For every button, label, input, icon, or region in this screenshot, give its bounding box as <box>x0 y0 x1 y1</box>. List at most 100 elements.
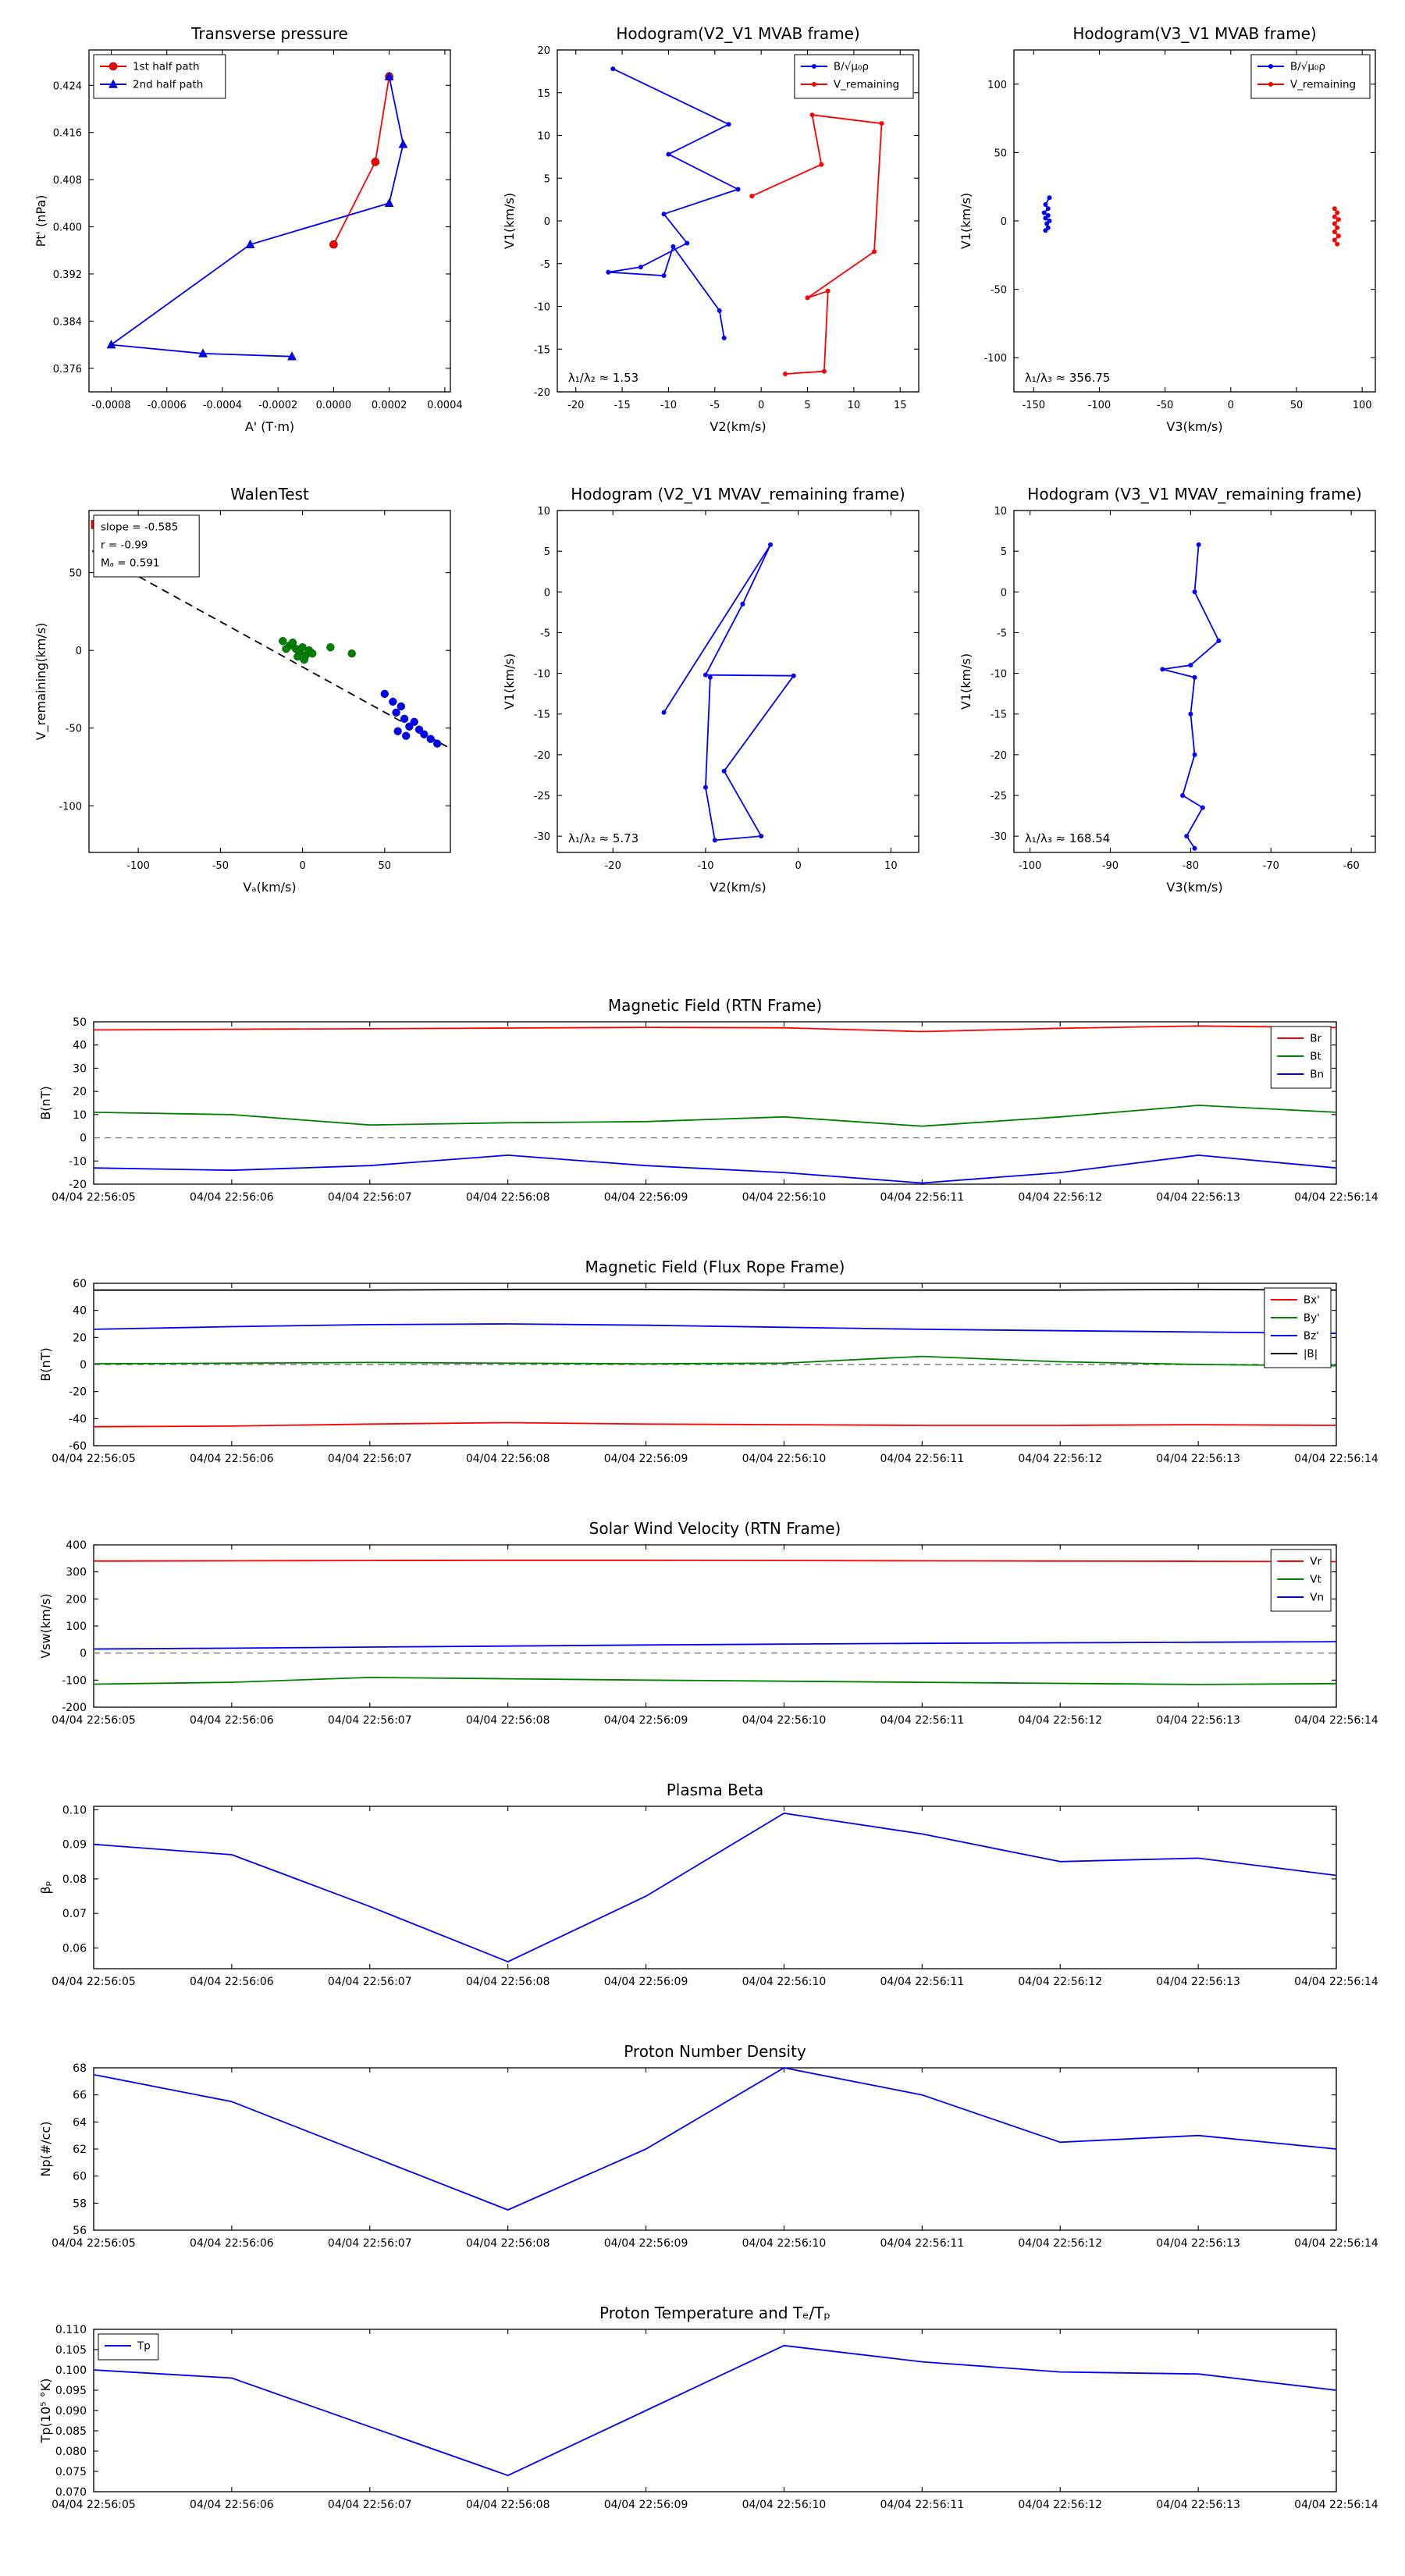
svg-text:-10: -10 <box>534 302 550 314</box>
svg-text:04/04 22:56:10: 04/04 22:56:10 <box>742 1976 827 1988</box>
chart-svg: 04/04 22:56:05 04/04 22:56:06 04/04 22:56:… <box>38 996 1378 1204</box>
transverse-pressure-plot: -0.0008 -0.0006 -0.0004 -0.0002 0.0000 0.0002… <box>23 16 464 453</box>
svg-text:60: 60 <box>73 2171 87 2183</box>
svg-text:Magnetic Field (Flux Rope Fram: Magnetic Field (Flux Rope Frame) <box>585 1258 845 1276</box>
svg-text:0.090: 0.090 <box>55 2405 87 2418</box>
svg-text:-10: -10 <box>69 1155 87 1168</box>
svg-text:04/04 22:56:14: 04/04 22:56:14 <box>1294 2237 1378 2250</box>
svg-text:0.400: 0.400 <box>53 222 82 234</box>
svg-text:-20: -20 <box>991 750 1007 762</box>
svg-text:-30: -30 <box>534 831 550 843</box>
svg-text:Proton Temperature and Tₑ/Tₚ: Proton Temperature and Tₑ/Tₚ <box>599 2304 831 2322</box>
svg-text:V2(km/s): V2(km/s) <box>710 880 766 895</box>
svg-text:04/04 22:56:14: 04/04 22:56:14 <box>1294 1976 1378 1988</box>
svg-text:04/04 22:56:14: 04/04 22:56:14 <box>1294 1453 1378 1465</box>
svg-text:15: 15 <box>537 88 550 100</box>
svg-text:0.100: 0.100 <box>55 2364 87 2377</box>
svg-text:λ₁/λ₃ ≈ 356.75: λ₁/λ₃ ≈ 356.75 <box>1025 371 1110 385</box>
chart-svg: -20 -10 0 10 -30 -25 -20 -15 -10 -5 0 5 10 Hodogram (… <box>502 485 919 895</box>
svg-text:200: 200 <box>66 1593 87 1606</box>
hodogram-v2v1-mvav-plot: -20 -10 0 10 -30 -25 -20 -15 -10 -5 0 5 10 Hodogram (… <box>492 476 933 913</box>
svg-text:-100: -100 <box>62 1674 87 1687</box>
svg-text:04/04 22:56:06: 04/04 22:56:06 <box>190 2499 274 2511</box>
svg-text:0.110: 0.110 <box>55 2324 87 2336</box>
svg-text:Solar Wind Velocity (RTN Frame: Solar Wind Velocity (RTN Frame) <box>589 1519 841 1538</box>
svg-text:Hodogram (V2_V1 MVAV_remaining: Hodogram (V2_V1 MVAV_remaining frame) <box>571 485 905 503</box>
svg-text:100: 100 <box>987 80 1007 91</box>
svg-text:66: 66 <box>73 2090 87 2102</box>
svg-text:10: 10 <box>73 1109 87 1122</box>
proton-temperature-plot: 04/04 22:56:05 04/04 22:56:06 04/04 22:56:… <box>31 2295 1382 2529</box>
svg-text:0.070: 0.070 <box>55 2486 87 2499</box>
proton-density-plot: 04/04 22:56:05 04/04 22:56:06 04/04 22:56:… <box>31 2033 1382 2268</box>
chart-svg: 04/04 22:56:05 04/04 22:56:06 04/04 22:56:… <box>38 1258 1378 1465</box>
svg-text:50: 50 <box>1290 400 1304 411</box>
svg-text:Proton Number Density: Proton Number Density <box>624 2042 806 2061</box>
svg-text:0.0004: 0.0004 <box>427 400 463 411</box>
svg-text:50: 50 <box>994 148 1007 159</box>
svg-text:0: 0 <box>1228 400 1234 411</box>
svg-text:0.416: 0.416 <box>53 128 82 140</box>
svg-text:-30: -30 <box>991 831 1007 843</box>
svg-text:-15: -15 <box>534 344 550 356</box>
svg-text:5: 5 <box>1001 546 1007 558</box>
svg-text:λ₁/λ₂ ≈ 1.53: λ₁/λ₂ ≈ 1.53 <box>568 371 638 385</box>
svg-text:V3(km/s): V3(km/s) <box>1166 880 1222 895</box>
svg-text:0.384: 0.384 <box>53 316 82 328</box>
svg-text:-0.0006: -0.0006 <box>148 400 187 411</box>
chart-svg: -100 -90 -80 -70 -60 -30 -25 -20 -15 -10 -5 0 5 10 Hod… <box>959 485 1376 895</box>
svg-text:2nd half path: 2nd half path <box>133 79 203 91</box>
svg-text:50: 50 <box>73 1016 87 1029</box>
svg-text:-20: -20 <box>534 387 550 399</box>
svg-text:Br: Br <box>1310 1033 1321 1045</box>
svg-text:04/04 22:56:09: 04/04 22:56:09 <box>604 2499 688 2511</box>
svg-text:-5: -5 <box>540 259 550 271</box>
svg-text:-10: -10 <box>991 669 1007 681</box>
svg-text:-90: -90 <box>1102 860 1119 872</box>
svg-text:04/04 22:56:11: 04/04 22:56:11 <box>880 1191 964 1204</box>
svg-text:04/04 22:56:09: 04/04 22:56:09 <box>604 2237 688 2250</box>
svg-text:λ₁/λ₃ ≈ 168.54: λ₁/λ₃ ≈ 168.54 <box>1025 831 1110 845</box>
svg-text:04/04 22:56:12: 04/04 22:56:12 <box>1018 2499 1102 2511</box>
svg-text:64: 64 <box>73 2116 87 2129</box>
svg-text:100: 100 <box>66 1621 87 1633</box>
svg-text:V3(km/s): V3(km/s) <box>1166 419 1222 434</box>
svg-text:04/04 22:56:13: 04/04 22:56:13 <box>1156 1191 1240 1204</box>
svg-text:-10: -10 <box>534 669 550 681</box>
svg-text:Vₐ(km/s): Vₐ(km/s) <box>243 880 296 895</box>
svg-text:-0.0002: -0.0002 <box>258 400 297 411</box>
svg-text:15: 15 <box>894 400 907 411</box>
svg-text:04/04 22:56:05: 04/04 22:56:05 <box>52 2499 136 2511</box>
svg-text:10: 10 <box>994 506 1007 518</box>
svg-text:-50: -50 <box>212 860 229 872</box>
svg-text:-20: -20 <box>69 1179 87 1191</box>
chart-svg: -0.0008 -0.0006 -0.0004 -0.0002 0.0000 0.0002… <box>34 24 463 434</box>
svg-text:0: 0 <box>80 1133 87 1145</box>
chart-svg: 04/04 22:56:05 04/04 22:56:06 04/04 22:56:… <box>38 2304 1378 2511</box>
svg-text:B(nT): B(nT) <box>38 1086 53 1119</box>
svg-text:0: 0 <box>299 860 305 872</box>
svg-text:04/04 22:56:07: 04/04 22:56:07 <box>328 1714 412 1727</box>
svg-text:04/04 22:56:12: 04/04 22:56:12 <box>1018 1714 1102 1727</box>
svg-text:Plasma Beta: Plasma Beta <box>667 1781 764 1799</box>
svg-text:30: 30 <box>73 1062 87 1075</box>
svg-text:04/04 22:56:13: 04/04 22:56:13 <box>1156 2499 1240 2511</box>
svg-text:04/04 22:56:07: 04/04 22:56:07 <box>328 1453 412 1465</box>
svg-text:04/04 22:56:08: 04/04 22:56:08 <box>466 1976 550 1988</box>
svg-text:04/04 22:56:09: 04/04 22:56:09 <box>604 1976 688 1988</box>
svg-text:By': By' <box>1304 1312 1320 1325</box>
svg-text:0.392: 0.392 <box>53 269 82 281</box>
svg-text:04/04 22:56:14: 04/04 22:56:14 <box>1294 1714 1378 1727</box>
hodogram-v3v1-mvab-plot: -150 -100 -50 0 50 100 -100 -50 0 50 100 Hodogram(V… <box>948 16 1389 453</box>
solar-wind-velocity-plot: 04/04 22:56:05 04/04 22:56:06 04/04 22:56:… <box>31 1510 1382 1745</box>
svg-text:-15: -15 <box>534 710 550 721</box>
chart-svg: 04/04 22:56:05 04/04 22:56:06 04/04 22:56:… <box>38 1519 1378 1727</box>
hodogram-v2v1-mvab-plot: -20 -15 -10 -5 0 5 10 15 -20 -15 -10 -5 0 5 10 15 20 Hodo… <box>492 16 933 453</box>
svg-text:04/04 22:56:12: 04/04 22:56:12 <box>1018 1453 1102 1465</box>
svg-text:300: 300 <box>66 1567 87 1579</box>
svg-text:0: 0 <box>76 646 82 657</box>
svg-text:-100: -100 <box>59 801 82 813</box>
svg-text:-5: -5 <box>540 628 550 639</box>
svg-text:-0.0004: -0.0004 <box>203 400 242 411</box>
chart-svg: 04/04 22:56:05 04/04 22:56:06 04/04 22:56:… <box>38 2042 1378 2250</box>
